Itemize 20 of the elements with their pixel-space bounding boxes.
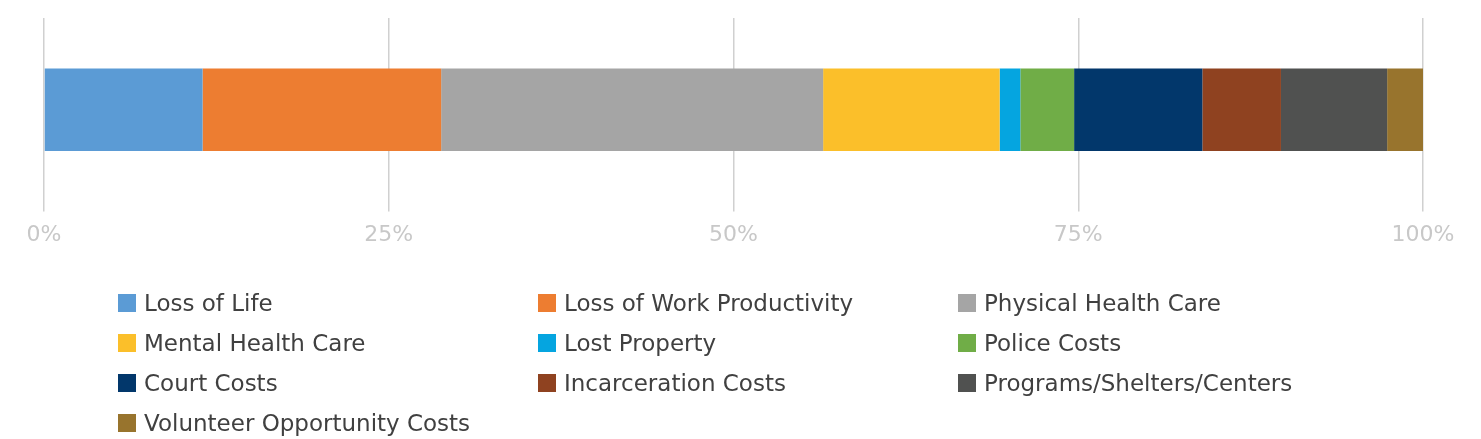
bar <box>44 68 203 152</box>
bar <box>1074 68 1203 152</box>
bar <box>823 68 1000 152</box>
bar <box>1020 68 1075 152</box>
legend-label: Programs/Shelters/Centers <box>984 370 1293 396</box>
legend-label: Volunteer Opportunity Costs <box>144 410 471 436</box>
bar <box>441 68 824 152</box>
bar <box>999 68 1021 152</box>
legend-label: Court Costs <box>144 370 278 396</box>
bar <box>202 68 442 152</box>
legend-label: Mental Health Care <box>144 330 366 356</box>
legend-label: Loss of Life <box>144 290 273 316</box>
legend-label: Lost Property <box>564 330 717 356</box>
bar <box>1202 68 1281 152</box>
bar <box>1387 68 1423 152</box>
legend-label: Loss of Work Productivity <box>564 290 854 316</box>
bar <box>1280 68 1388 152</box>
legend-label: Physical Health Care <box>984 290 1221 316</box>
legend-label: Incarceration Costs <box>564 370 786 396</box>
legend-label: Police Costs <box>984 330 1122 356</box>
